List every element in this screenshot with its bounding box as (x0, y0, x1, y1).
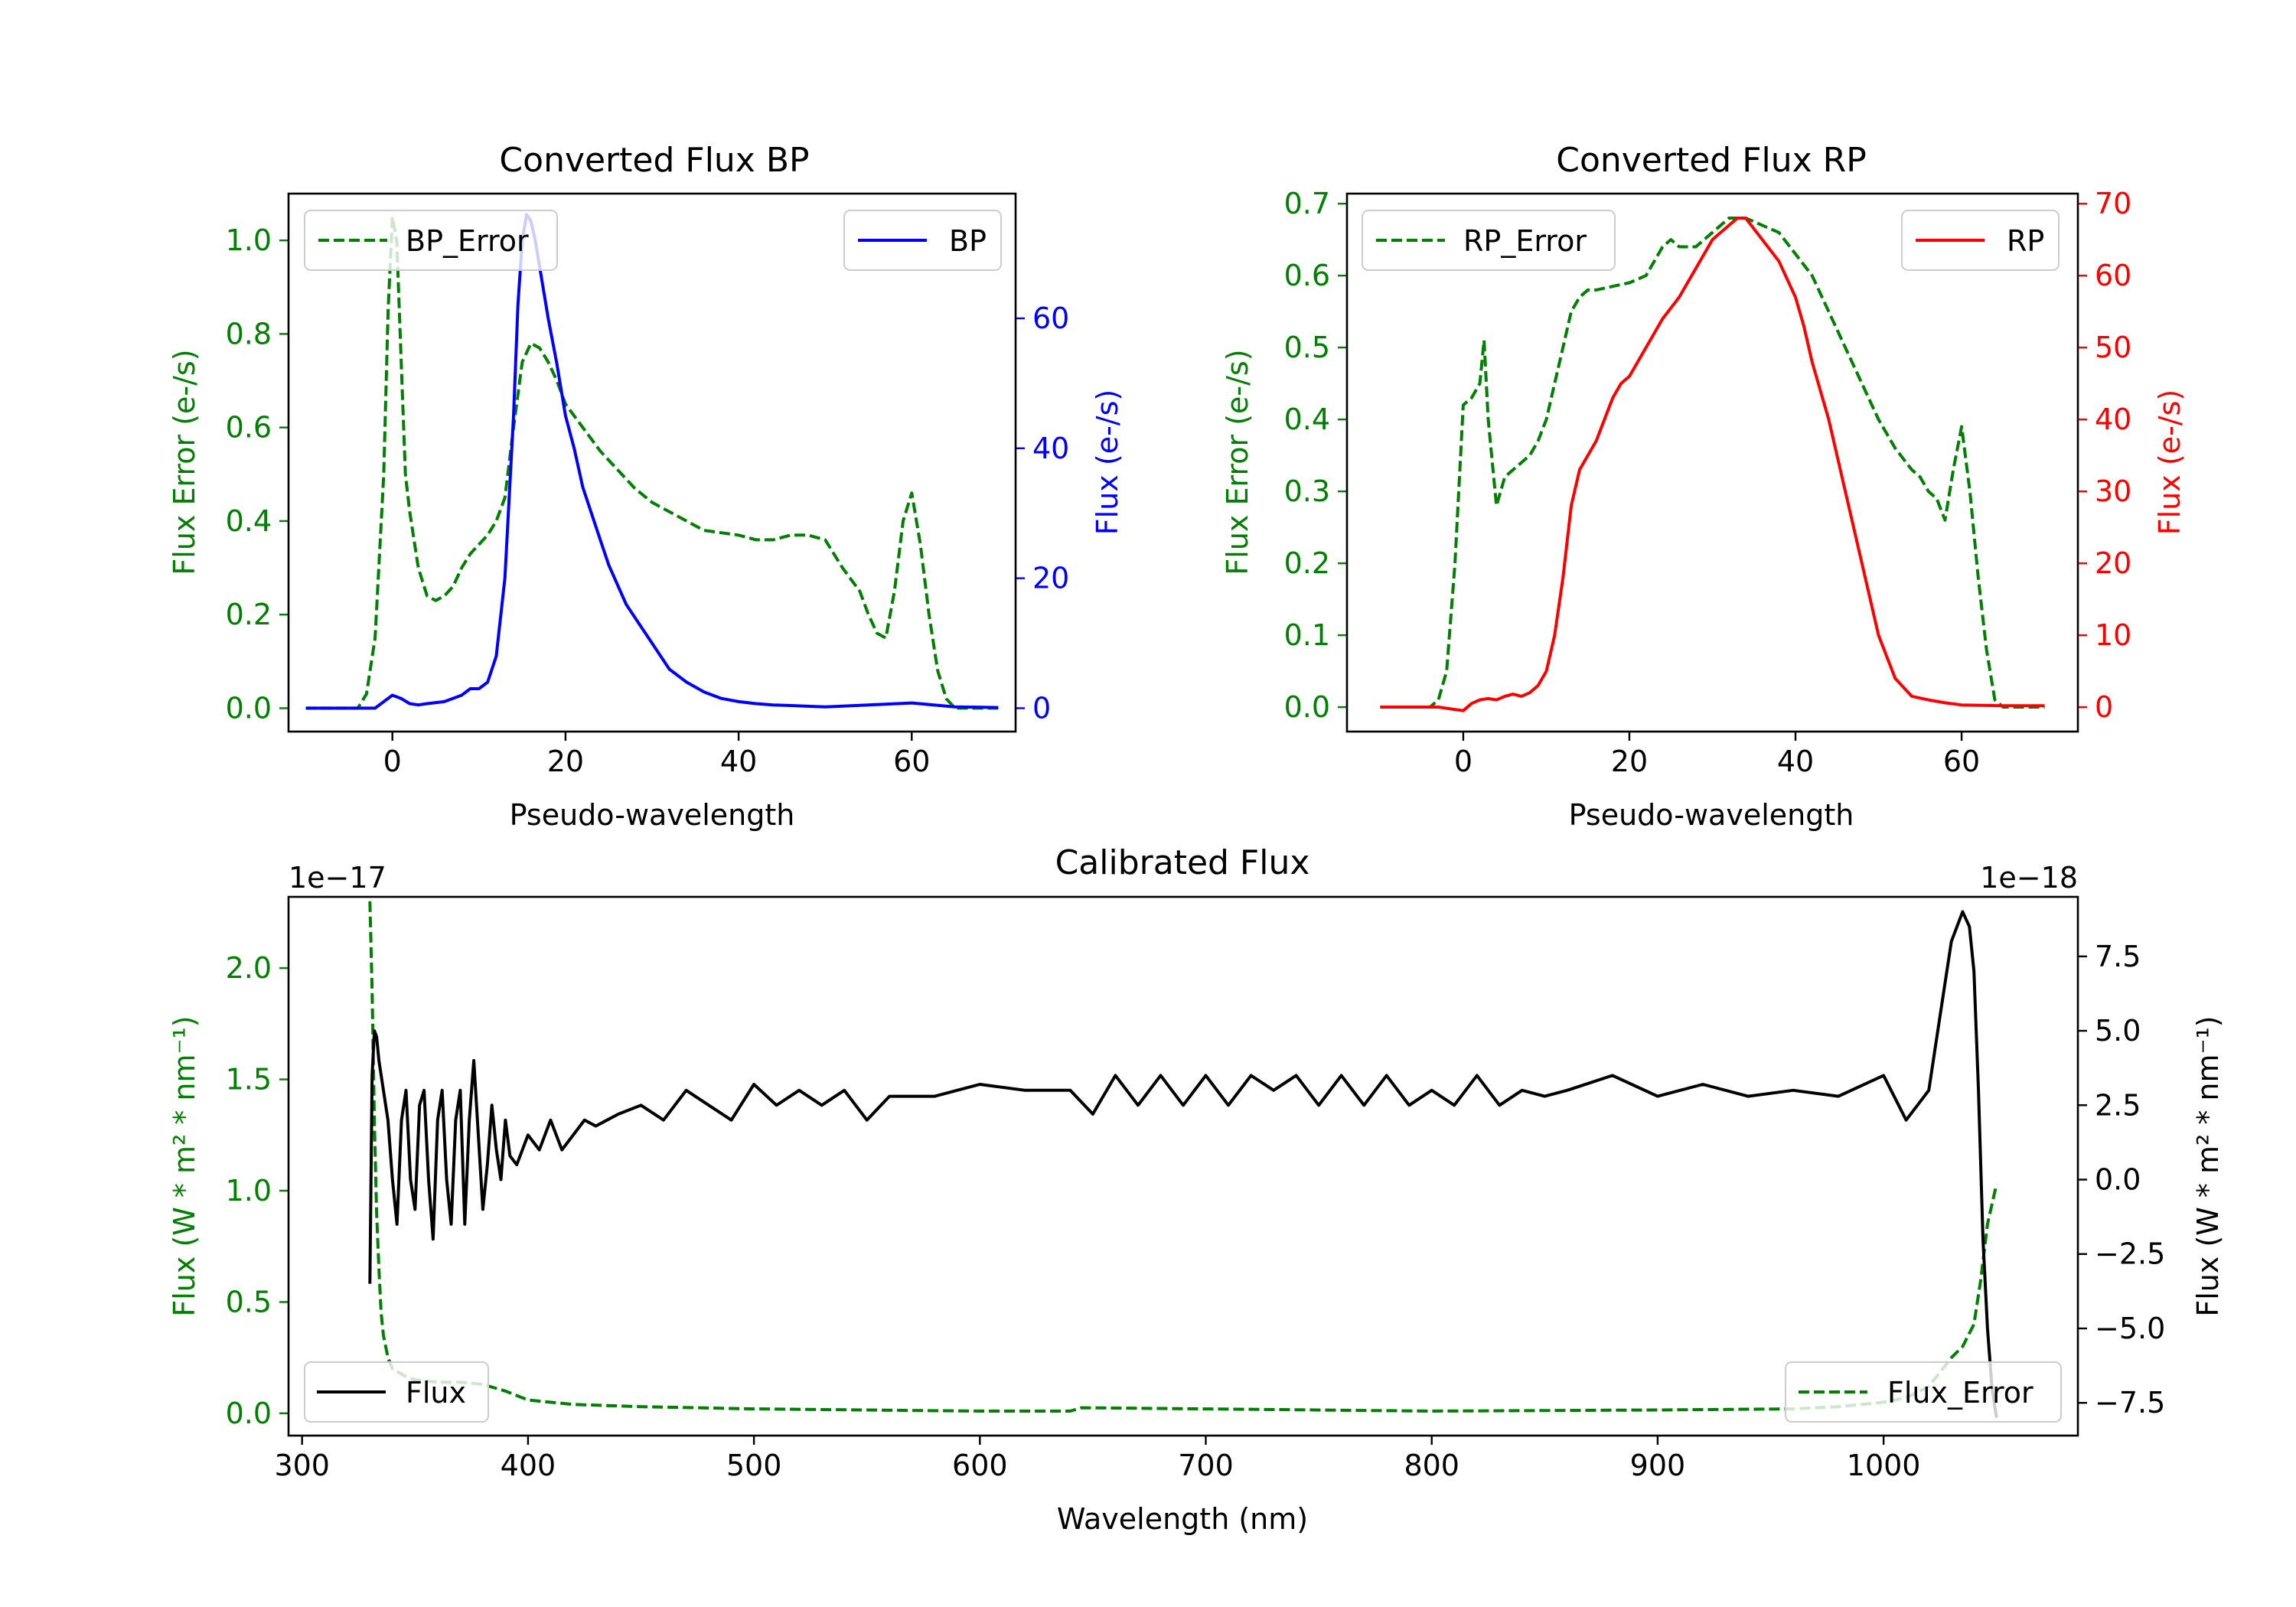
rp-series-rp-error (1380, 217, 2045, 709)
cal-legend-right-box (1785, 1361, 2062, 1423)
bp-plot-area: 0 20 40 60 0.0 0.2 0.4 0.6 0.8 1.0 0 20 40 60 (226, 213, 1069, 778)
cal-ytick-right-label: −2.5 (2095, 1237, 2165, 1271)
cal-offset-left: 1e−17 (289, 861, 386, 895)
rp-xtick-label: 40 (1777, 745, 1814, 778)
bp-legend-bp-label: BP (949, 224, 987, 258)
rp-ytick-right-label: 50 (2095, 331, 2131, 364)
rp-ytick-left-label: 0.4 (1284, 403, 1330, 436)
bp-panel: Converted Flux BP 0 20 40 60 0.0 0.2 0.4 0.6 0.8… (168, 141, 1124, 832)
bp-legend-error-label: BP_Error (406, 224, 529, 258)
cal-xtick-label: 400 (501, 1449, 556, 1482)
cal-ytick-left-label: 1.5 (226, 1063, 272, 1097)
rp-ytick-left-label: 0.5 (1284, 331, 1330, 364)
rp-ytick-left-label: 0.1 (1284, 618, 1330, 652)
rp-ytick-right-label: 20 (2095, 546, 2131, 580)
rp-ytick-right-label: 60 (2095, 259, 2131, 292)
cal-offset-right: 1e−18 (1980, 861, 2078, 895)
cal-ytick-left-label: 2.0 (226, 951, 272, 985)
cal-ytick-left-label: 0.0 (226, 1397, 272, 1430)
bp-xtick-label: 20 (547, 745, 584, 778)
cal-ytick-right-label: 0.0 (2095, 1163, 2141, 1197)
cal-ytick-right-label: 7.5 (2095, 940, 2141, 973)
bp-xtick-label: 40 (720, 745, 757, 778)
bp-series-bp (305, 213, 999, 710)
rp-ytick-left-label: 0.3 (1284, 474, 1330, 508)
cal-ytick-left-label: 1.0 (226, 1174, 272, 1208)
bp-xtick-label: 60 (893, 745, 930, 778)
cal-ytick-left-label: 0.5 (226, 1285, 272, 1319)
bp-ytick-right-label: 0 (1032, 691, 1051, 725)
cal-legend-flux-label: Flux (406, 1376, 466, 1410)
rp-ytick-right-label: 0 (2095, 690, 2113, 724)
bp-legend-right: BP (843, 210, 1002, 271)
bp-ytick-left-label: 0.0 (226, 691, 272, 725)
bp-ytick-left-label: 0.4 (226, 504, 272, 538)
calibrated-panel: Calibrated Flux 1e−17 1e−18 300 400 500 600… (168, 843, 2225, 1536)
rp-series-rp (1380, 217, 2045, 712)
cal-series-flux-error (368, 901, 1998, 1413)
cal-legend-error-label: Flux_Error (1887, 1376, 2033, 1410)
rp-ylabel-left: Flux Error (e-/s) (1221, 349, 1254, 575)
cal-xtick-label: 300 (274, 1449, 330, 1482)
bp-frame (287, 192, 1017, 733)
cal-xlabel: Wavelength (nm) (1057, 1502, 1308, 1536)
bp-ylabel-right: Flux (e-/s) (1091, 390, 1124, 535)
rp-ytick-left-label: 0.0 (1284, 690, 1330, 724)
rp-title: Converted Flux RP (1556, 141, 1867, 180)
rp-ytick-right-label: 70 (2095, 187, 2131, 220)
cal-xtick-label: 500 (726, 1449, 782, 1482)
bp-xtick-label: 0 (383, 745, 402, 778)
cal-ytick-right-label: 5.0 (2095, 1014, 2141, 1048)
cal-ytick-right-label: −5.0 (2095, 1312, 2165, 1345)
rp-plot-area: 0 20 40 60 0.0 0.1 0.2 0.3 0.4 0.5 0.6 0.7 0 10 20 30 40… (1284, 187, 2132, 778)
rp-ylabel-right: Flux (e-/s) (2153, 390, 2187, 535)
cal-frame (287, 895, 2079, 1437)
bp-title: Converted Flux BP (499, 141, 809, 180)
cal-series-flux (368, 910, 1998, 1418)
cal-ylabel-left: Flux (W * m² * nm⁻¹) (168, 1015, 201, 1316)
cal-legend-left: Flux (304, 1361, 489, 1423)
bp-ytick-right-label: 20 (1032, 562, 1069, 595)
rp-legend-right: RP (1901, 210, 2060, 271)
bp-ytick-left-label: 0.2 (226, 598, 272, 631)
bp-ytick-left-label: 1.0 (226, 223, 272, 257)
cal-ytick-right-label: 2.5 (2095, 1088, 2141, 1122)
rp-ytick-left-label: 0.7 (1284, 187, 1330, 220)
rp-ytick-left-label: 0.6 (1284, 259, 1330, 292)
bp-legend-left-box (304, 210, 558, 271)
bp-series-bp-error (305, 215, 999, 710)
cal-ylabel-right: Flux (W * m² * nm⁻¹) (2191, 1015, 2225, 1316)
cal-xtick-label: 700 (1178, 1449, 1234, 1482)
bp-ylabel-left: Flux Error (e-/s) (168, 349, 201, 575)
rp-ytick-right-label: 10 (2095, 618, 2131, 652)
rp-legend-left-box (1362, 210, 1616, 271)
rp-ytick-left-label: 0.2 (1284, 546, 1330, 580)
rp-xlabel: Pseudo-wavelength (1569, 798, 1854, 832)
cal-ytick-right-label: −7.5 (2095, 1386, 2165, 1420)
rp-ytick-right-label: 40 (2095, 403, 2131, 436)
bp-legend-left: BP_Error (304, 210, 558, 271)
rp-xtick-label: 0 (1454, 745, 1473, 778)
cal-legend-right: Flux_Error (1785, 1361, 2062, 1423)
bp-ytick-left-label: 0.6 (226, 411, 272, 445)
rp-ytick-right-label: 30 (2095, 474, 2131, 508)
bp-ytick-right-label: 60 (1032, 302, 1069, 335)
rp-legend-error-label: RP_Error (1463, 224, 1587, 258)
rp-panel: Converted Flux RP 0 20 40 60 0.0 0.1 0.2 0.3 0.4… (1221, 141, 2187, 832)
cal-xtick-label: 1000 (1847, 1449, 1921, 1482)
bp-ytick-left-label: 0.8 (226, 317, 272, 350)
cal-xtick-label: 900 (1630, 1449, 1686, 1482)
bp-ytick-right-label: 40 (1032, 432, 1069, 465)
rp-xtick-label: 20 (1611, 745, 1648, 778)
rp-legend-rp-label: RP (2007, 224, 2044, 258)
rp-xtick-label: 60 (1943, 745, 1980, 778)
rp-legend-left: RP_Error (1362, 210, 1616, 271)
rp-frame (1345, 192, 2079, 733)
bp-xlabel: Pseudo-wavelength (510, 798, 795, 832)
cal-xtick-label: 800 (1404, 1449, 1459, 1482)
cal-title: Calibrated Flux (1055, 843, 1310, 882)
cal-xtick-label: 600 (952, 1449, 1008, 1482)
cal-legend-left-box (304, 1361, 489, 1423)
